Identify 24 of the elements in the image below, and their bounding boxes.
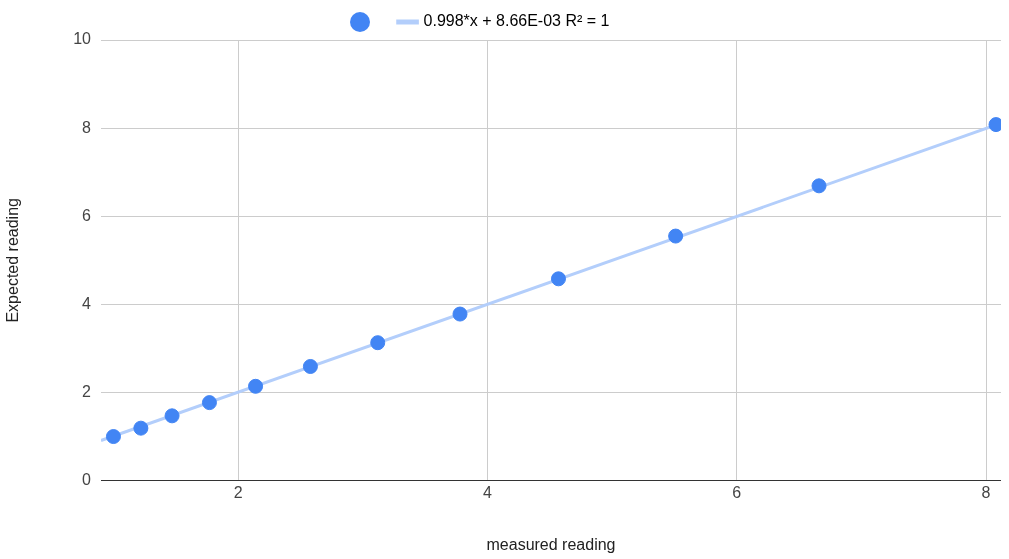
point: [370, 335, 386, 351]
x-tick-label: 2: [233, 483, 243, 501]
point: [811, 178, 827, 194]
y-tick-label: 0: [82, 471, 92, 489]
x-tick-label: 4: [482, 483, 492, 501]
point: [248, 378, 264, 394]
x-tick-label: 6: [732, 483, 742, 501]
point: [133, 420, 149, 436]
point: [105, 429, 121, 445]
x-axis-title: measured reading: [486, 535, 616, 553]
legend-label: 0.998*x + 8.66E-03 R² = 1: [423, 12, 610, 30]
point: [668, 228, 684, 244]
point: [452, 306, 468, 322]
point: [302, 358, 318, 374]
y-tick-label: 10: [73, 30, 92, 48]
point: [201, 395, 217, 411]
y-tick-label: 4: [82, 294, 92, 312]
point: [164, 408, 180, 424]
y-tick-label: 2: [82, 382, 92, 400]
y-tick-label: 8: [82, 118, 92, 136]
x-tick-label: 8: [981, 483, 991, 501]
y-axis-title: Expected reading: [4, 198, 22, 323]
point: [550, 271, 566, 287]
y-tick-label: 6: [82, 206, 92, 224]
